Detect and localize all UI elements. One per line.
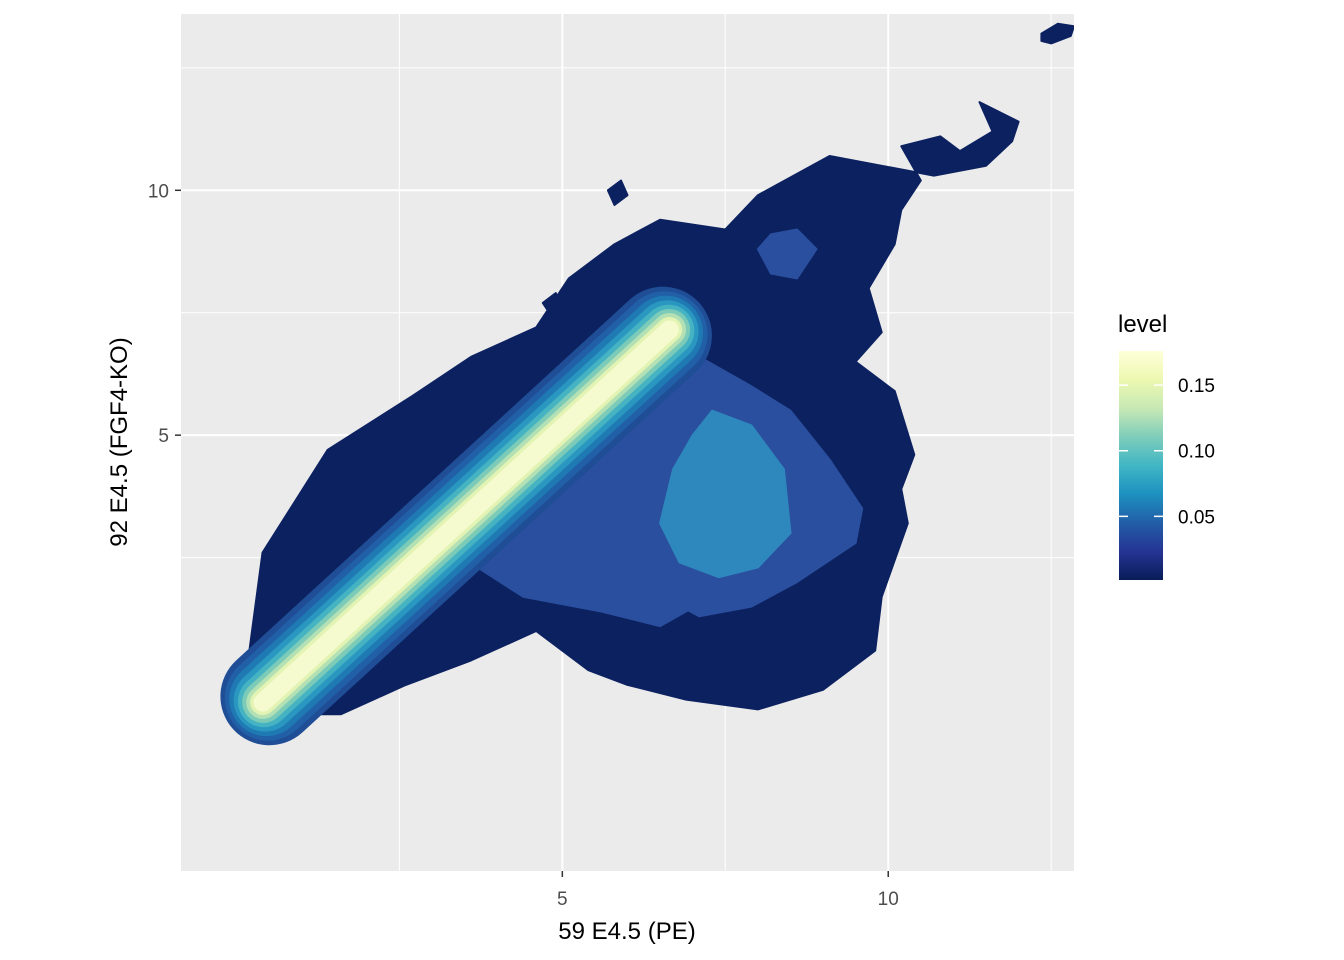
contour-region-island-top-right — [1040, 22, 1074, 45]
density-layer — [220, 22, 1074, 746]
legend-tick-label: 0.15 — [1178, 376, 1215, 397]
contour-region-mid-blob-upper — [756, 228, 818, 280]
contour-region-island-a — [606, 179, 629, 206]
legend-colorbar — [1119, 351, 1163, 580]
y-axis-title: 92 E4.5 (FGF4-KO) — [106, 337, 133, 546]
legend: level 0.05 0.10 0.15 — [1118, 311, 1215, 580]
x-axis-title: 59 E4.5 (PE) — [558, 918, 695, 945]
contour-region-island-b — [541, 292, 564, 314]
x-tick-label: 5 — [557, 889, 568, 910]
y-axis: 5 10 — [148, 181, 181, 447]
contour-region-inner-blob — [659, 409, 792, 579]
y-tick-label: 5 — [158, 426, 169, 447]
x-tick-label: 10 — [878, 889, 899, 910]
legend-ticks: 0.05 0.10 0.15 — [1119, 376, 1215, 528]
ridge-band-8 — [253, 320, 679, 712]
legend-tick-label: 0.10 — [1178, 442, 1215, 463]
legend-title: level — [1118, 311, 1167, 338]
legend-tick-label: 0.05 — [1178, 507, 1215, 528]
y-tick-label: 10 — [148, 181, 169, 202]
x-axis: 5 10 — [557, 871, 899, 910]
